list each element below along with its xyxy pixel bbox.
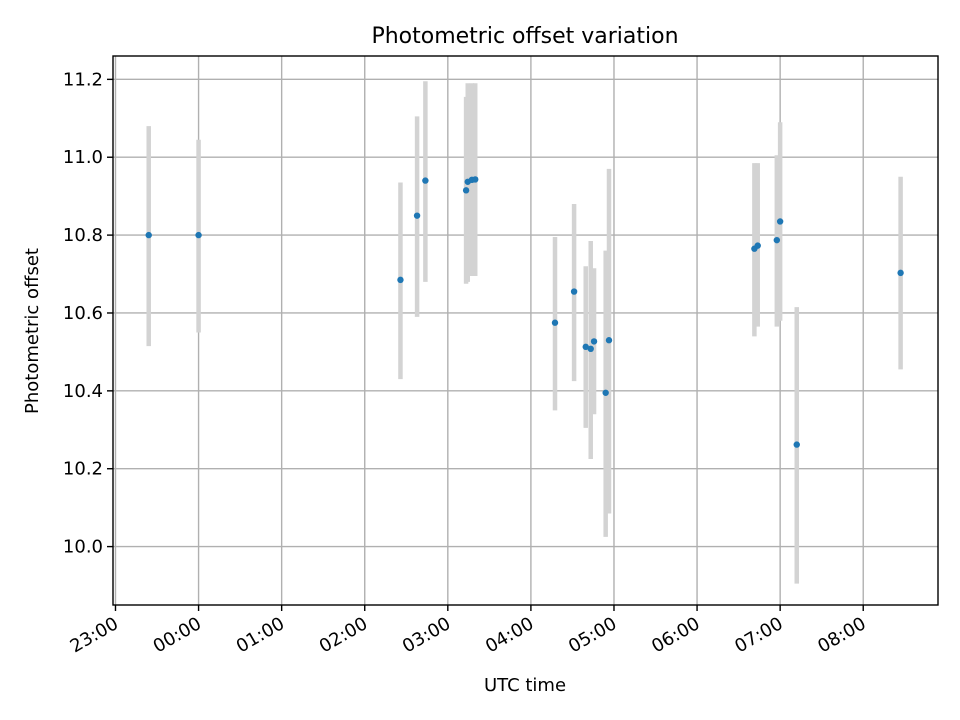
data-point (897, 269, 904, 277)
data-points (145, 176, 904, 448)
data-point (462, 187, 470, 194)
data-point (590, 338, 598, 345)
y-axis-ticks: 10.0 10.2 10.4 10.6 10.8 11.0 11.2 (63, 69, 113, 558)
data-point (570, 288, 578, 295)
x-tick-label: 05:00 (565, 613, 620, 657)
data-point (587, 345, 594, 352)
data-point (605, 337, 613, 344)
x-axis-ticks: 23:00 00:00 01:00 02:00 03:00 04:00 05:00 06:00… (67, 605, 870, 657)
x-tick-label: 01:00 (233, 613, 288, 657)
y-tick-label: 10.6 (63, 303, 103, 324)
data-point (551, 319, 559, 326)
data-point (472, 176, 479, 183)
plot-frame (112, 55, 939, 606)
data-point (582, 343, 589, 351)
data-point (145, 231, 152, 239)
grid-lines (113, 56, 938, 605)
data-point (413, 212, 421, 219)
x-tick-label: 23:00 (67, 613, 122, 657)
data-point (754, 242, 761, 249)
data-point (422, 177, 429, 184)
x-tick-label: 02:00 (316, 613, 371, 657)
y-tick-label: 11.0 (63, 147, 103, 168)
data-point (602, 389, 609, 396)
x-tick-label: 04:00 (482, 613, 537, 657)
chart-title: Photometric offset variation (371, 24, 678, 49)
y-tick-label: 10.2 (63, 459, 103, 480)
data-point (773, 236, 781, 244)
x-tick-label: 08:00 (814, 613, 869, 657)
y-tick-label: 10.0 (63, 537, 103, 558)
x-tick-label: 03:00 (399, 613, 454, 657)
x-tick-label: 07:00 (731, 613, 786, 657)
data-point (793, 441, 800, 448)
x-tick-label: 06:00 (648, 613, 703, 657)
x-axis-label: UTC time (484, 675, 566, 696)
data-point (776, 218, 784, 225)
y-tick-label: 10.8 (63, 225, 103, 246)
y-tick-label: 11.2 (63, 69, 103, 90)
y-axis-label: Photometric offset (22, 248, 43, 414)
y-tick-label: 10.4 (63, 381, 103, 402)
data-point (195, 231, 202, 239)
data-point (397, 276, 404, 284)
x-tick-label: 00:00 (150, 613, 205, 657)
